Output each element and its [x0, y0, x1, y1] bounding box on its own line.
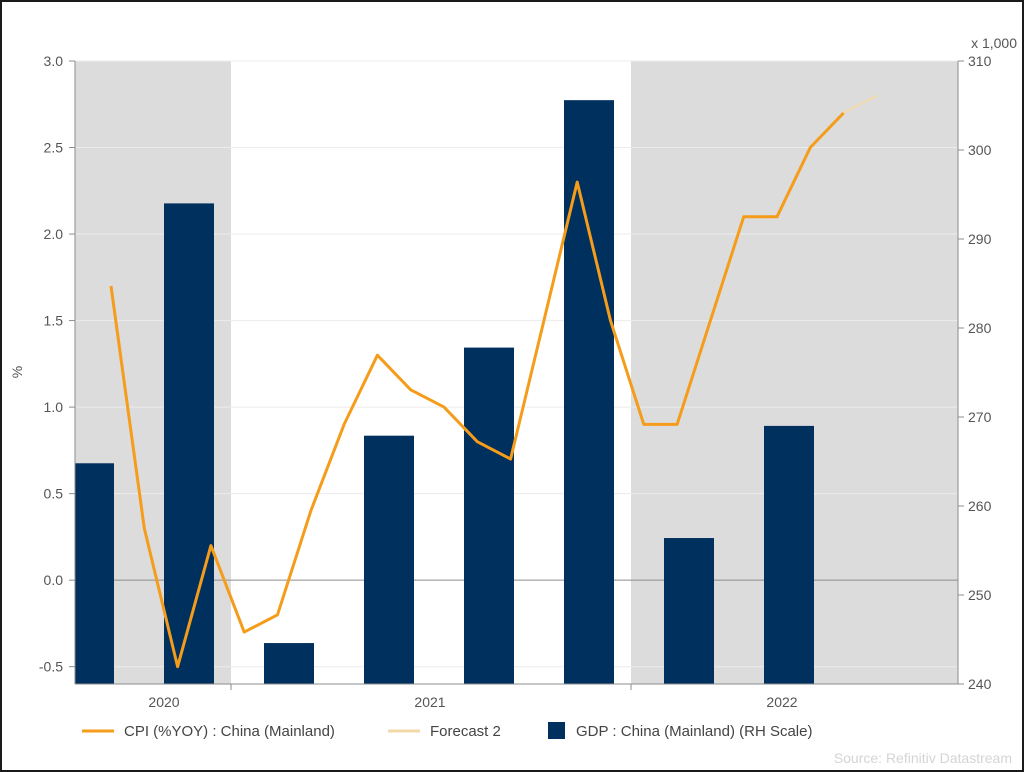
- cpi-lines: [109, 94, 878, 669]
- left-tick-label: 0.0: [44, 572, 64, 588]
- right-tick-label: 300: [968, 142, 992, 158]
- gdp-bar: [75, 463, 114, 684]
- x-year-label: 2021: [414, 694, 445, 710]
- left-tick-label: 2.0: [44, 226, 64, 242]
- gdp-bar: [564, 100, 614, 684]
- right-tick-label: 280: [968, 320, 992, 336]
- source-note: Source: Refinitiv Datastream: [834, 750, 1012, 766]
- left-tick-label: 0.5: [44, 486, 64, 502]
- legend-cpi-label: CPI (%YOY) : China (Mainland): [124, 723, 335, 740]
- legend: CPI (%YOY) : China (Mainland) Forecast 2…: [82, 722, 812, 740]
- gdp-bar: [664, 538, 714, 684]
- x-year-label: 2022: [766, 694, 797, 710]
- legend-forecast-label: Forecast 2: [430, 723, 501, 740]
- gdp-bar: [464, 347, 514, 684]
- gdp-bar: [764, 425, 814, 684]
- legend-gdp-swatch: [548, 722, 565, 739]
- left-tick-label: 1.5: [44, 313, 64, 329]
- left-tick-label: 1.0: [44, 399, 64, 415]
- left-tick-label: 3.0: [44, 53, 64, 69]
- right-tick-label: 240: [968, 676, 992, 692]
- forecast-line: [843, 94, 878, 114]
- right-tick-label: 270: [968, 409, 992, 425]
- gdp-bar: [164, 203, 214, 684]
- gdp-bar: [364, 435, 414, 684]
- left-tick-label: -0.5: [39, 659, 63, 675]
- left-tick-label: 2.5: [44, 140, 64, 156]
- axes: [69, 60, 964, 690]
- gdp-bar: [264, 643, 314, 684]
- right-tick-label: 250: [968, 587, 992, 603]
- left-axis-label: %: [9, 366, 25, 378]
- right-axis-unit-label: x 1,000: [971, 35, 1017, 51]
- right-tick-label: 260: [968, 498, 992, 514]
- right-tick-label: 290: [968, 231, 992, 247]
- cpi-line: [109, 111, 845, 669]
- right-tick-label: 310: [968, 53, 992, 69]
- x-year-label: 2020: [148, 694, 179, 710]
- legend-gdp-label: GDP : China (Mainland) (RH Scale): [576, 723, 812, 740]
- tick-labels: 3.0 2.5 2.0 1.5 1.0 0.5 0.0 -0.5 310 300 290 280 270…: [39, 53, 992, 710]
